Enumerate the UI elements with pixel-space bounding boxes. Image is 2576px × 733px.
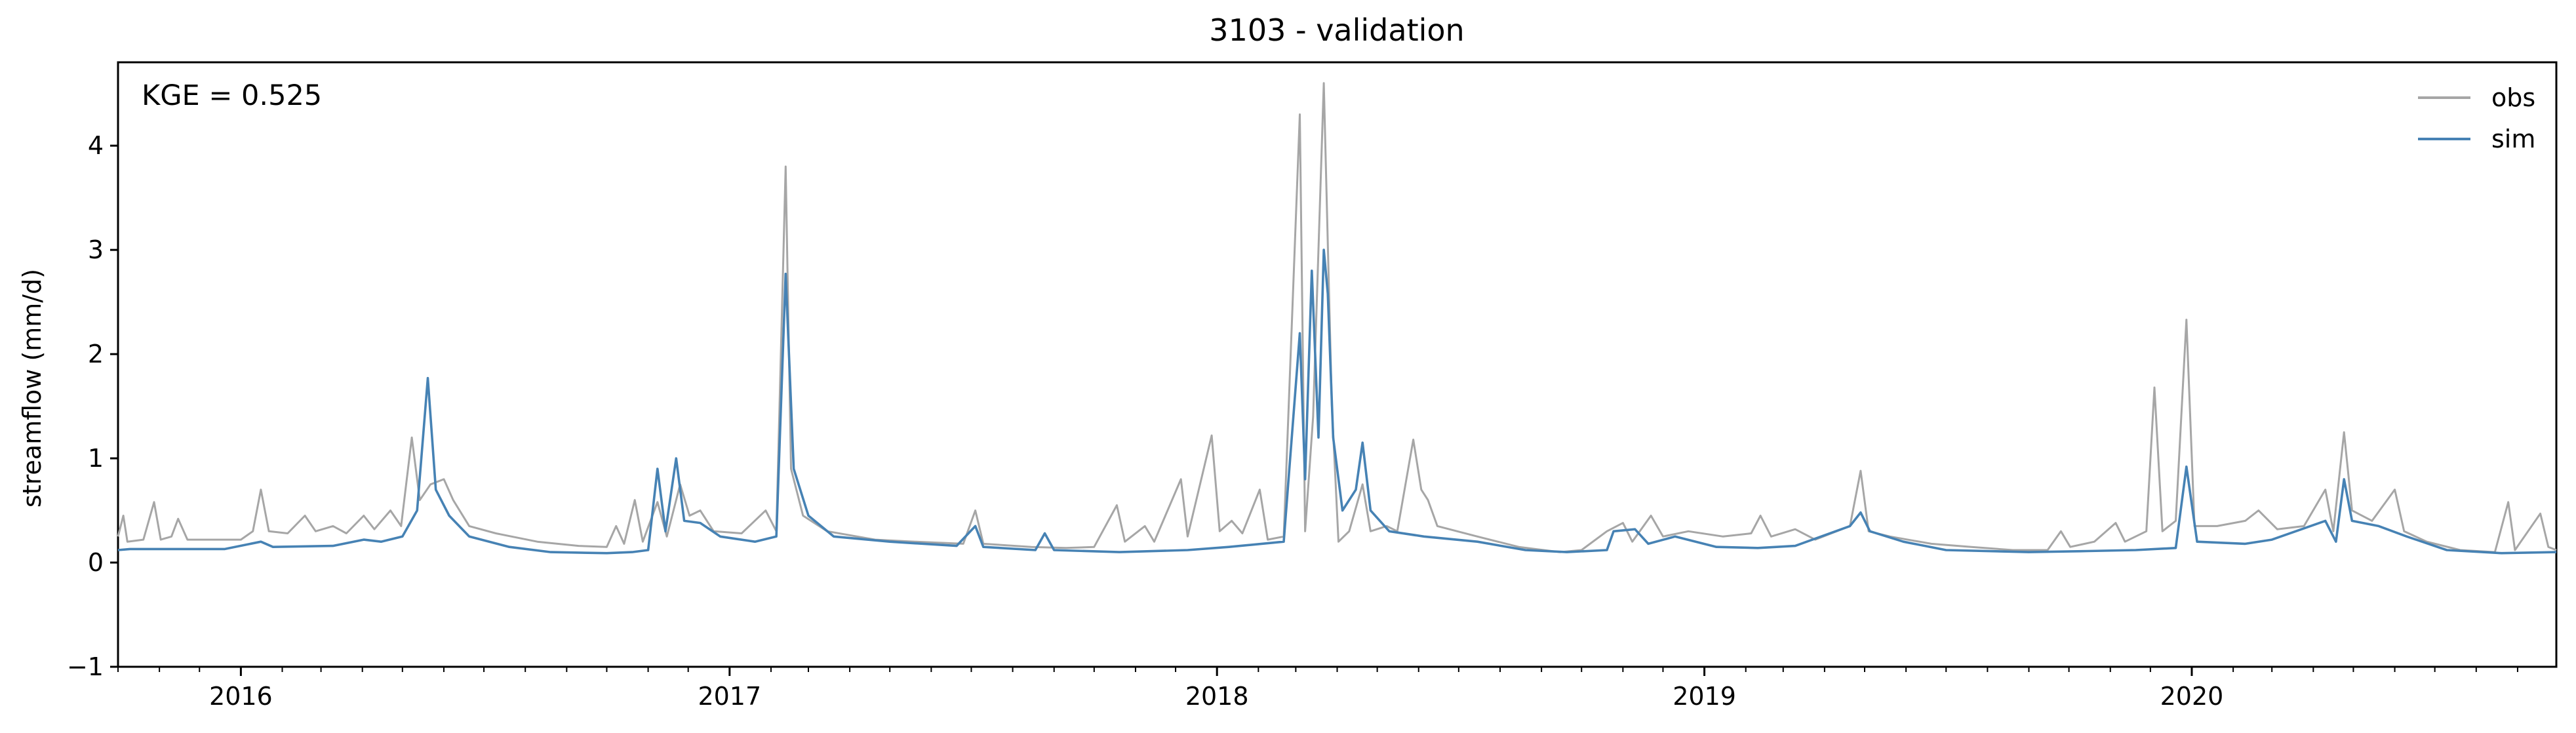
- y-tick-label: 1: [88, 444, 104, 473]
- legend-obs-label: obs: [2491, 83, 2535, 112]
- y-tick-label: 2: [88, 340, 104, 368]
- series-layer: [117, 82, 2557, 555]
- chart-title: 3103 - validation: [1209, 12, 1464, 48]
- x-tick-label: 2018: [1185, 682, 1249, 711]
- y-tick-label: −1: [67, 652, 104, 681]
- x-axis-ticks: 2016 2017 2018 2019 2020: [117, 667, 2518, 711]
- series-line-obs: [117, 82, 2557, 553]
- legend-sim-label: sim: [2491, 125, 2535, 153]
- x-tick-label: 2017: [698, 682, 761, 711]
- y-axis-ticks: −1 0 1 2 3 4: [67, 131, 118, 681]
- x-tick-label: 2019: [1673, 682, 1736, 711]
- legend: obs sim: [2418, 83, 2535, 153]
- y-tick-label: 3: [88, 235, 104, 264]
- series-line-sim: [117, 248, 2557, 555]
- x-tick-label: 2016: [209, 682, 273, 711]
- kge-annotation: KGE = 0.525: [142, 79, 322, 112]
- y-axis-label: streamflow (mm/d): [18, 269, 47, 507]
- y-tick-label: 4: [88, 131, 104, 160]
- plot-frame: [117, 61, 2558, 668]
- y-tick-label: 0: [88, 548, 104, 577]
- plot-area: −1 0 1 2 3 4 2016 2017 2018 2019 2020: [67, 61, 2558, 711]
- x-tick-label: 2020: [2160, 682, 2224, 711]
